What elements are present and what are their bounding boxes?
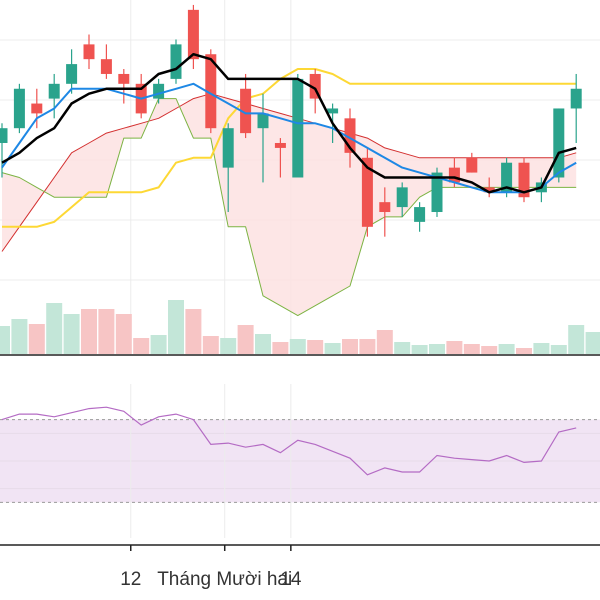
candle-body xyxy=(327,108,339,114)
volume-bar xyxy=(411,345,428,354)
volume-bar xyxy=(481,346,498,354)
candle-body xyxy=(48,83,60,99)
volume-bar xyxy=(498,344,515,354)
volume-bar xyxy=(115,314,132,354)
candle-body xyxy=(501,162,513,193)
x-tick-label: 14 xyxy=(280,569,302,590)
candle-body xyxy=(344,118,356,153)
volume-bar xyxy=(185,309,202,354)
volume-bar xyxy=(376,330,393,354)
candle-body xyxy=(553,108,565,178)
volume-bar xyxy=(463,344,480,354)
volume-bar xyxy=(272,342,289,354)
volume-bar xyxy=(81,309,97,354)
candle-body xyxy=(13,88,25,129)
candle-body xyxy=(414,207,426,222)
volume-bar xyxy=(307,340,324,354)
candle-body xyxy=(66,64,78,84)
candle-body xyxy=(379,202,391,213)
volume-bar xyxy=(11,319,28,354)
volume-bar xyxy=(98,309,115,354)
candle-body xyxy=(309,73,321,99)
volume-bar xyxy=(168,300,184,354)
volume-bar xyxy=(429,344,445,354)
volume-bar xyxy=(533,343,550,354)
candle-body xyxy=(431,172,443,213)
candle-body xyxy=(222,128,234,168)
volume-bar xyxy=(394,342,411,354)
candle-body xyxy=(274,142,286,148)
volume-bar xyxy=(202,336,219,354)
candle-body xyxy=(153,83,165,99)
chikou-span-line xyxy=(2,68,577,228)
volume-bar xyxy=(150,335,167,354)
candle-body xyxy=(100,59,112,74)
x-tick-label: Tháng Mười hai xyxy=(157,569,292,590)
candle-body xyxy=(292,78,304,178)
candle-body xyxy=(205,54,217,129)
ichimoku-cloud xyxy=(2,93,577,316)
volume-bar xyxy=(0,326,10,354)
volume-bar xyxy=(585,332,600,354)
candle-body xyxy=(170,44,182,79)
volume-bar xyxy=(568,325,585,354)
candle-body xyxy=(466,157,478,173)
volume-bar xyxy=(516,348,532,354)
candle-body xyxy=(83,44,95,60)
candle-body xyxy=(0,128,8,143)
volume-bar xyxy=(237,325,254,354)
rsi-panel xyxy=(0,384,600,538)
candle-body xyxy=(361,157,373,227)
volume-bar xyxy=(133,338,150,354)
volume-bar xyxy=(324,343,341,354)
volume-bar xyxy=(359,339,376,354)
candle-body xyxy=(518,162,530,198)
candle-body xyxy=(396,187,408,208)
candle-body xyxy=(118,73,130,84)
candle-body xyxy=(31,103,43,114)
candle-body xyxy=(483,187,495,193)
candle-body xyxy=(240,88,252,134)
volume-bar xyxy=(220,338,237,354)
x-tick-label: 12 xyxy=(120,569,141,590)
volume-bar xyxy=(63,314,80,354)
rsi-line xyxy=(1,406,577,476)
tenkan-sen-line xyxy=(1,52,577,194)
volume-bar xyxy=(342,339,358,354)
candle-body xyxy=(448,167,460,183)
volume-bar xyxy=(255,334,271,354)
volume-bar xyxy=(46,303,63,354)
kijun-sen-line xyxy=(1,82,577,194)
candle-body xyxy=(257,113,269,129)
price-panel xyxy=(0,0,600,356)
volume-panel xyxy=(0,300,600,354)
candle-body xyxy=(187,9,199,60)
candle-body xyxy=(570,88,582,109)
volume-bar xyxy=(289,339,306,354)
volume-bar xyxy=(446,341,463,354)
volume-bar xyxy=(550,345,567,354)
volume-bar xyxy=(28,324,45,354)
senkou-span-a-line xyxy=(1,93,577,252)
